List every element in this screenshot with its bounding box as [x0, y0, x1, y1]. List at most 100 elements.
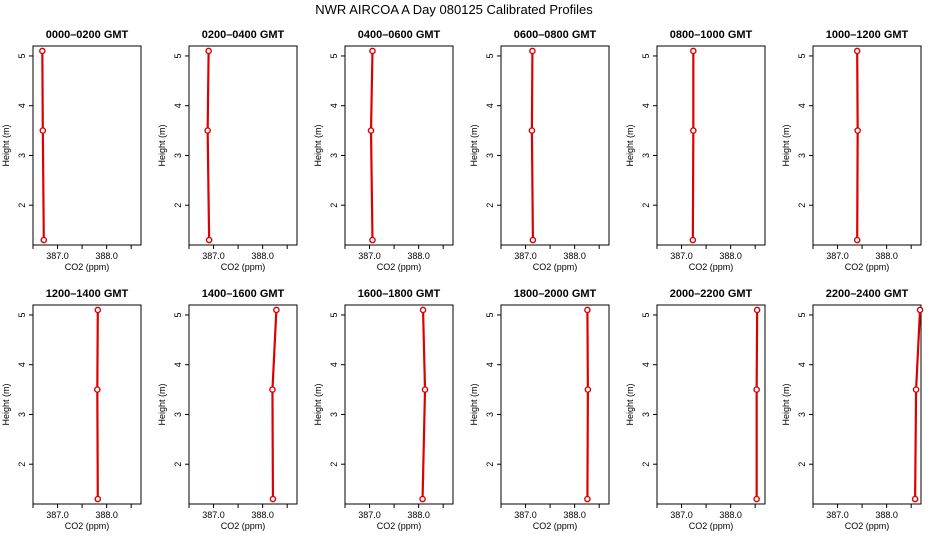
- data-point: [528, 127, 536, 134]
- plot-frame: [812, 304, 922, 505]
- y-tick-label: 4: [329, 103, 339, 108]
- data-point: [916, 306, 924, 314]
- y-tick-label: 5: [797, 53, 807, 58]
- y-tick-label: 4: [17, 362, 27, 367]
- data-point: [269, 386, 276, 393]
- x-tick-label: 388.0: [875, 251, 898, 261]
- y-tick-label: 5: [641, 312, 651, 317]
- profile-line: [41, 50, 45, 241]
- plot-frame: [344, 304, 454, 505]
- panel-title: 1200–1400 GMT: [46, 288, 129, 300]
- plot-frame: [656, 45, 766, 246]
- data-point: [205, 236, 213, 244]
- panel-title: 0800–1000 GMT: [670, 29, 753, 41]
- x-axis-label: CO2 (ppm): [65, 521, 110, 531]
- y-tick-label: 3: [173, 153, 183, 158]
- x-tick-label: 387.0: [826, 510, 849, 520]
- figure-title: NWR AIRCOA A Day 080125 Calibrated Profi…: [315, 2, 593, 17]
- y-axis-label: Height (m): [625, 124, 635, 166]
- profile-line: [421, 309, 427, 500]
- plot-frame: [500, 304, 610, 505]
- x-tick-label: 388.0: [251, 510, 274, 520]
- y-axis-label: Height (m): [313, 383, 323, 425]
- y-axis-label: Height (m): [469, 383, 479, 425]
- panel-3: 0400–0600 GMT 387.0 388.0 2 3 4 5 CO2 (ppm) Heig…: [313, 29, 454, 272]
- x-tick-label: 387.0: [46, 251, 69, 261]
- panel-title: 1600–1800 GMT: [358, 288, 441, 300]
- x-axis-label: CO2 (ppm): [65, 262, 110, 272]
- panel-10: 1800–2000 GMT 387.0 388.0 2 3 4 5 CO2 (ppm) Heig…: [469, 288, 610, 531]
- y-tick-label: 2: [485, 462, 495, 467]
- panel-title: 1400–1600 GMT: [202, 288, 285, 300]
- data-point: [529, 236, 537, 244]
- y-axis-label: Height (m): [469, 124, 479, 166]
- panel-title: 0200–0400 GMT: [202, 29, 285, 41]
- y-tick-label: 5: [329, 312, 339, 317]
- data-point: [690, 47, 697, 55]
- x-tick-label: 388.0: [95, 251, 118, 261]
- y-axis-label: Height (m): [157, 124, 167, 166]
- plot-frame: [344, 45, 454, 246]
- x-tick-label: 387.0: [670, 251, 693, 261]
- y-tick-label: 5: [17, 312, 27, 317]
- y-tick-label: 5: [329, 53, 339, 58]
- x-tick-label: 387.0: [670, 510, 693, 520]
- y-tick-label: 4: [797, 362, 807, 367]
- panel-8: 1400–1600 GMT 387.0 388.0 2 3 4 5 CO2 (ppm) Heig…: [157, 288, 298, 531]
- data-point: [529, 47, 536, 55]
- x-axis-label: CO2 (ppm): [221, 521, 266, 531]
- y-tick-label: 3: [641, 153, 651, 158]
- y-tick-label: 4: [485, 103, 495, 108]
- panel-4: 0600–0800 GMT 387.0 388.0 2 3 4 5 CO2 (ppm) Heig…: [469, 29, 610, 272]
- plot-frame: [188, 45, 298, 246]
- data-point: [584, 386, 592, 393]
- panel-title: 0400–0600 GMT: [358, 29, 441, 41]
- profile-line: [206, 50, 211, 241]
- y-tick-label: 4: [797, 103, 807, 108]
- panel-title: 2200–2400 GMT: [826, 288, 909, 300]
- data-point: [39, 127, 47, 134]
- plot-frame: [32, 304, 142, 505]
- profile-line: [369, 50, 374, 241]
- x-axis-label: CO2 (ppm): [845, 521, 890, 531]
- y-tick-label: 5: [485, 53, 495, 58]
- x-tick-label: 388.0: [407, 510, 430, 520]
- data-point: [40, 236, 48, 244]
- data-point: [419, 495, 426, 503]
- panel-7: 1200–1400 GMT 387.0 388.0 2 3 4 5 CO2 (ppm) Heig…: [1, 288, 142, 531]
- y-tick-label: 2: [797, 203, 807, 208]
- y-tick-label: 4: [173, 103, 183, 108]
- x-axis-label: CO2 (ppm): [377, 262, 422, 272]
- y-tick-label: 3: [17, 412, 27, 417]
- plot-frame: [500, 45, 610, 246]
- x-tick-label: 388.0: [875, 510, 898, 520]
- y-axis-label: Height (m): [1, 383, 11, 425]
- y-tick-label: 3: [485, 412, 495, 417]
- panel-1: 0000–0200 GMT 387.0 388.0 2 3 4 5 CO2 (ppm) Heig…: [1, 29, 142, 272]
- panel-title: 2000–2200 GMT: [670, 288, 753, 300]
- x-tick-label: 387.0: [358, 510, 381, 520]
- y-tick-label: 4: [17, 103, 27, 108]
- y-tick-label: 5: [17, 53, 27, 58]
- y-tick-label: 3: [485, 153, 495, 158]
- data-point: [94, 306, 102, 314]
- x-axis-label: CO2 (ppm): [689, 262, 734, 272]
- x-axis-label: CO2 (ppm): [377, 521, 422, 531]
- y-tick-label: 2: [641, 203, 651, 208]
- x-tick-label: 387.0: [826, 251, 849, 261]
- x-tick-label: 387.0: [514, 510, 537, 520]
- data-point: [39, 47, 46, 55]
- x-axis-label: CO2 (ppm): [845, 262, 890, 272]
- y-axis-label: Height (m): [781, 124, 791, 166]
- data-point: [94, 495, 102, 503]
- panel-title: 0600–0800 GMT: [514, 29, 597, 41]
- y-tick-label: 2: [797, 462, 807, 467]
- x-axis-label: CO2 (ppm): [689, 521, 734, 531]
- data-point: [421, 386, 429, 393]
- x-tick-label: 388.0: [95, 510, 118, 520]
- panels-group: 0000–0200 GMT 387.0 388.0 2 3 4 5 CO2 (ppm) Heig…: [1, 29, 924, 531]
- y-tick-label: 2: [485, 203, 495, 208]
- data-point: [853, 47, 861, 55]
- y-tick-label: 3: [173, 412, 183, 417]
- y-tick-label: 3: [797, 153, 807, 158]
